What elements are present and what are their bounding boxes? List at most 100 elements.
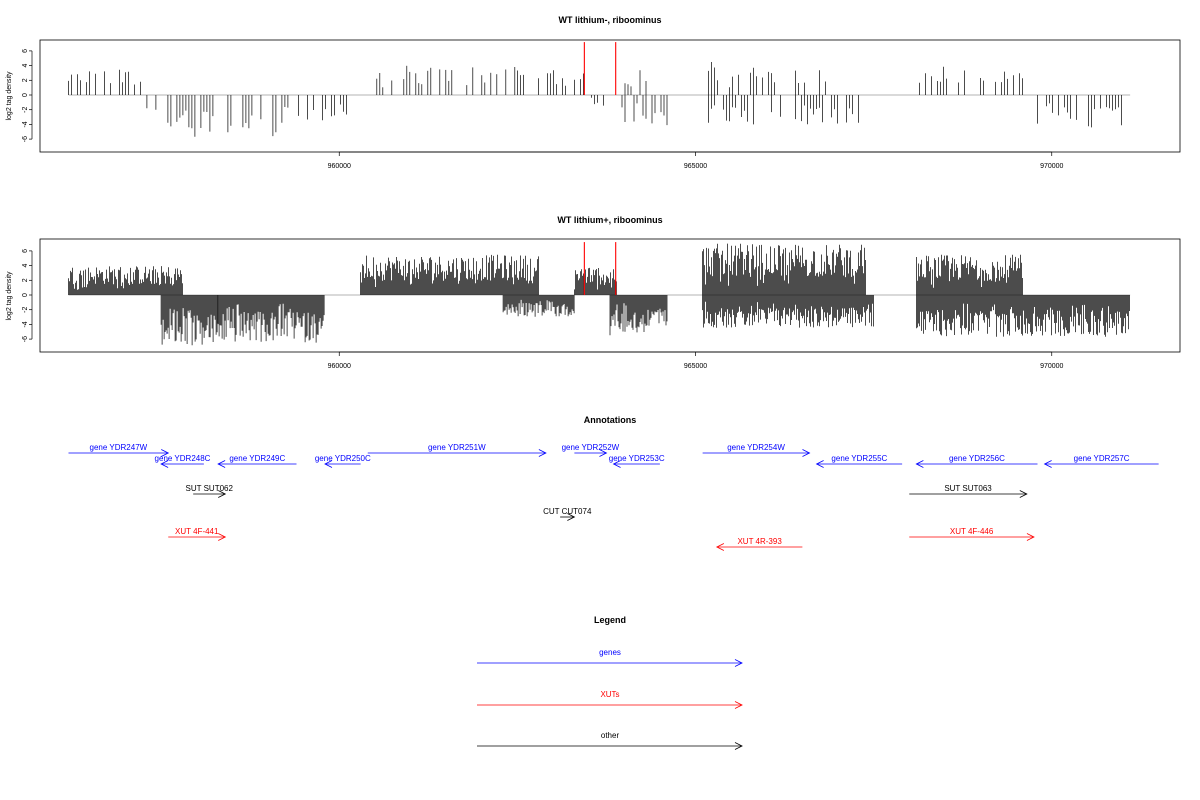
arrow-head [161, 449, 170, 457]
arrow-head [915, 460, 924, 468]
red-markers [583, 242, 617, 295]
y-tick-label: 0 [22, 293, 29, 297]
arrow-head [1026, 533, 1035, 541]
feature-label: gene YDR248C [155, 454, 211, 463]
arrow-head [599, 449, 608, 457]
feature-label: gene YDR256C [949, 454, 1005, 463]
feature-sut-sut062: SUT SUT062 [186, 484, 234, 498]
feature-label: gene YDR253C [609, 454, 665, 463]
feature-label: XUT 4F-441 [175, 527, 219, 536]
arrow-head [567, 513, 576, 521]
arrow-head [538, 449, 547, 457]
legend-arrow-head [734, 701, 743, 709]
y-tick-label: 4 [22, 64, 29, 68]
y-tick-label: 0 [22, 93, 29, 97]
feature-sut-sut063: SUT SUT063 [909, 484, 1028, 498]
feature-label: gene YDR250C [315, 454, 371, 463]
y-tick-label: 2 [22, 278, 29, 282]
arrow-head [802, 449, 811, 457]
y-tick-label: -2 [22, 306, 29, 312]
x-tick-label: 970000 [1040, 363, 1063, 370]
y-tick-label: -4 [22, 121, 29, 127]
feature-label: gene YDR254W [727, 443, 785, 452]
arrow-head [715, 543, 725, 551]
feature-label: SUT SUT062 [186, 484, 234, 493]
y-tick-label: -4 [22, 321, 29, 327]
x-tick-label: 970000 [1040, 163, 1063, 170]
feature-xut-4r-393: XUT 4R-393 [715, 537, 803, 551]
arrow-head [324, 460, 333, 468]
legend-item-genes: genes [477, 648, 743, 667]
feature-gene-ydr249c: gene YDR249C [217, 454, 297, 468]
y-tick-label: 4 [22, 264, 29, 268]
y-axis: -6 -4 -2 0 2 4 6 [22, 249, 33, 342]
feature-label: gene YDR249C [229, 454, 285, 463]
red-markers [583, 42, 617, 95]
arrow-head [218, 490, 227, 498]
x-axis: 960000 965000 970000 [328, 151, 1064, 170]
legend-arrow-head [734, 659, 743, 667]
feature-label: CUT CUT074 [543, 507, 592, 516]
y-tick-label: -2 [22, 106, 29, 112]
feature-label: gene YDR257C [1074, 454, 1130, 463]
feature-label: gene YDR252W [562, 443, 620, 452]
feature-gene-ydr255c: gene YDR255C [815, 454, 903, 468]
feature-gene-ydr253c: gene YDR253C [609, 454, 665, 468]
feature-gene-ydr247w: gene YDR247W [68, 443, 170, 457]
legend-label: other [601, 731, 620, 740]
panel-title: WT lithium-, riboominus [559, 15, 662, 25]
legend-items: genes XUTs other [477, 648, 743, 750]
feature-gene-ydr250c: gene YDR250C [315, 454, 371, 468]
feature-gene-ydr256c: gene YDR256C [915, 454, 1038, 468]
legend-title: Legend [594, 615, 626, 625]
panel-title: WT lithium+, riboominus [557, 215, 662, 225]
feature-label: gene YDR255C [831, 454, 887, 463]
arrow-head [1043, 460, 1052, 468]
feature-xut-4f-446: XUT 4F-446 [909, 527, 1035, 541]
feature-label: gene YDR247W [90, 443, 148, 452]
y-tick-label: -6 [22, 336, 29, 342]
coverage-panel-lithium-minus: WT lithium-, riboominus log2 tag density… [6, 15, 1181, 170]
feature-gene-ydr251w: gene YDR251W [367, 443, 547, 457]
feature-label: gene YDR251W [428, 443, 486, 452]
plot-frame [39, 39, 1181, 153]
feature-gene-ydr248c: gene YDR248C [155, 454, 211, 468]
legend-item-xuts: XUTs [477, 690, 743, 709]
legend: Legend genes XUTs other [477, 615, 743, 750]
x-tick-label: 960000 [328, 363, 351, 370]
arrow-head [815, 460, 824, 468]
feature-gene-ydr254w: gene YDR254W [702, 443, 811, 457]
x-axis: 960000 965000 970000 [328, 351, 1064, 370]
feature-gene-ydr252w: gene YDR252W [562, 443, 620, 457]
y-tick-label: 6 [22, 249, 29, 253]
y-axis-label: log2 tag density [6, 271, 13, 321]
coverage-panel-lithium-plus: WT lithium+, riboominus log2 tag density… [6, 215, 1181, 370]
arrow-head [217, 460, 226, 468]
y-axis-label: log2 tag density [6, 71, 13, 121]
feature-label: XUT 4R-393 [737, 537, 782, 546]
feature-gene-ydr257c: gene YDR257C [1043, 454, 1159, 468]
feature-xut-4f-441: XUT 4F-441 [168, 527, 227, 541]
feature-arrows: gene YDR247W gene YDR248C gene YDR249C gene… [68, 443, 1159, 551]
x-tick-label: 965000 [684, 363, 707, 370]
feature-cut-cut074: CUT CUT074 [543, 507, 592, 521]
feature-label: XUT 4F-446 [950, 527, 994, 536]
legend-label: XUTs [600, 690, 619, 699]
y-tick-label: 6 [22, 49, 29, 53]
y-tick-label: 2 [22, 78, 29, 82]
coverage-bars [68, 62, 1131, 137]
arrow-head [160, 460, 169, 468]
x-tick-label: 960000 [328, 163, 351, 170]
x-tick-label: 965000 [684, 163, 707, 170]
arrow-head [612, 460, 621, 468]
coverage-bars [68, 243, 1131, 346]
feature-label: SUT SUT063 [944, 484, 992, 493]
legend-arrow-head [734, 742, 743, 750]
legend-item-other: other [477, 731, 743, 750]
arrow-head [218, 533, 227, 541]
annotations-title: Annotations [584, 415, 637, 425]
y-tick-label: -6 [22, 136, 29, 142]
arrow-head [1019, 490, 1028, 498]
